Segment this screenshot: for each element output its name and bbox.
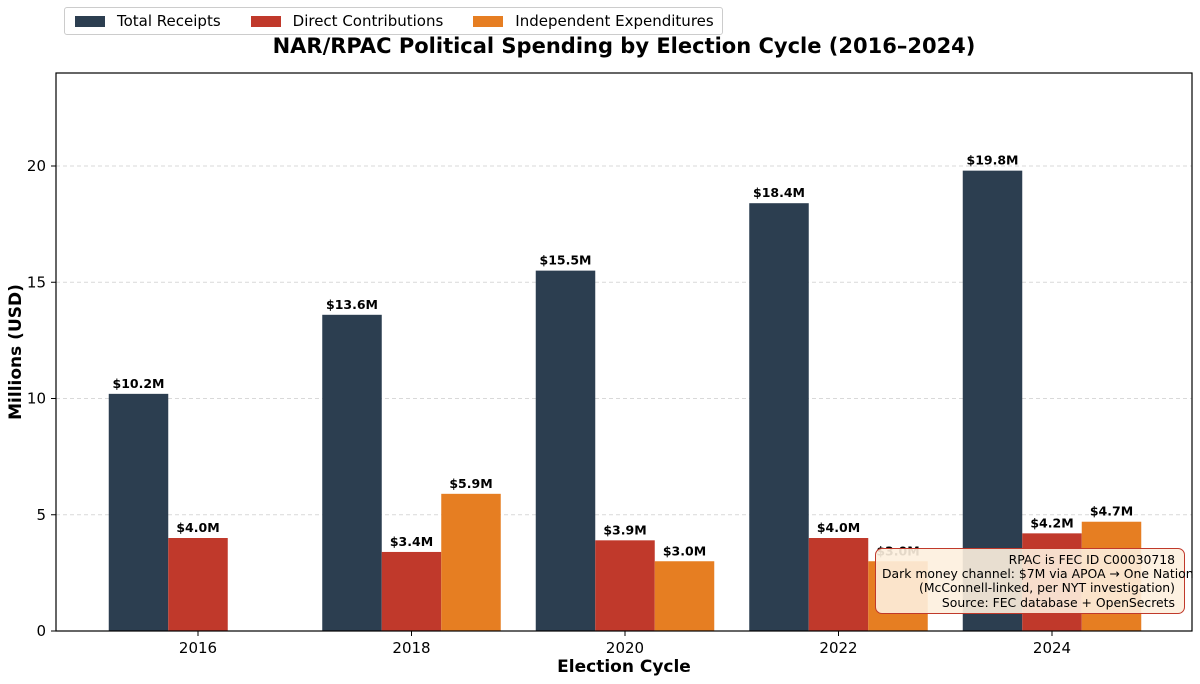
data-label: $3.0M xyxy=(663,543,706,558)
y-tick-label: 10 xyxy=(27,390,46,408)
y-axis-label: Millions (USD) xyxy=(6,284,26,420)
data-label: $4.0M xyxy=(176,520,219,535)
x-axis-label: Election Cycle xyxy=(557,657,691,677)
data-label: $4.0M xyxy=(817,520,860,535)
axes: 0 5 10 15 20 2016 2018 2020 2022 2024 xyxy=(27,157,1071,657)
data-label: $10.2M xyxy=(113,376,165,391)
bar-total-receipts xyxy=(108,393,169,631)
data-label: $4.2M xyxy=(1030,515,1073,530)
annotation-box: RPAC is FEC ID C00030718 Dark money chan… xyxy=(875,548,1194,614)
y-tick-label: 5 xyxy=(36,506,46,524)
annotation-line: RPAC is FEC ID C00030718 xyxy=(1008,552,1175,567)
legend-label: Independent Expenditures xyxy=(515,12,714,30)
data-label: $5.9M xyxy=(449,476,492,491)
x-tick-label: 2020 xyxy=(606,639,644,657)
x-tick-label: 2024 xyxy=(1033,639,1071,657)
bar-total-receipts xyxy=(535,270,596,631)
y-tick-label: 0 xyxy=(36,622,46,640)
legend-swatch-independent-expenditures xyxy=(473,15,504,27)
y-tick-label: 20 xyxy=(27,157,46,175)
data-label: $15.5M xyxy=(540,253,592,268)
bar-total-receipts xyxy=(322,314,382,631)
bar-direct-contributions xyxy=(168,538,228,631)
data-label: $3.9M xyxy=(603,522,646,537)
y-tick-label: 15 xyxy=(27,273,46,291)
legend-swatch-direct-contributions xyxy=(250,15,281,27)
legend-item-direct-contributions: Direct Contributions xyxy=(250,12,444,30)
bar-independent-expenditures xyxy=(441,493,501,631)
bar-independent-expenditures xyxy=(654,561,715,631)
data-label: $13.6M xyxy=(326,297,378,312)
bar-total-receipts xyxy=(749,203,809,631)
x-tick-label: 2022 xyxy=(819,639,857,657)
data-label: $18.4M xyxy=(753,185,805,200)
legend-item-total-receipts: Total Receipts xyxy=(75,12,221,30)
plot-frame xyxy=(55,72,1193,632)
legend-label: Direct Contributions xyxy=(292,12,444,30)
annotation-line: (McConnell-linked, per NYT investigation… xyxy=(919,580,1175,596)
legend-label: Total Receipts xyxy=(117,12,221,30)
data-label: $3.4M xyxy=(390,534,433,549)
bar-direct-contributions xyxy=(381,551,442,631)
x-tick-label: 2016 xyxy=(179,639,217,657)
annotation-line: Dark money channel: $7M via APOA → One N… xyxy=(882,566,1194,582)
x-tick-label: 2018 xyxy=(392,639,430,657)
legend: Total Receipts Direct Contributions Inde… xyxy=(64,7,723,35)
legend-swatch-total-receipts xyxy=(75,15,105,27)
data-label: $4.7M xyxy=(1090,504,1133,519)
annotation-line: Source: FEC database + OpenSecrets xyxy=(941,594,1175,610)
data-label: $19.8M xyxy=(967,153,1019,168)
chart-title: NAR/RPAC Political Spending by Election … xyxy=(272,34,976,58)
bar-direct-contributions xyxy=(595,540,655,631)
legend-item-independent-expenditures: Independent Expenditures xyxy=(473,12,714,30)
bar-direct-contributions xyxy=(808,538,869,631)
